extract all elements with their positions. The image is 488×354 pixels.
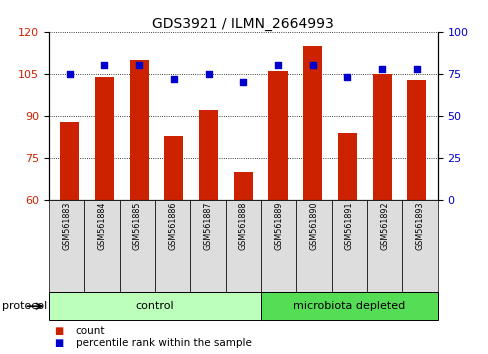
Text: GSM561888: GSM561888 — [238, 202, 247, 250]
Text: GSM561890: GSM561890 — [309, 202, 318, 250]
Text: GSM561883: GSM561883 — [62, 202, 71, 250]
Text: ■: ■ — [54, 338, 63, 348]
Bar — [233, 172, 252, 200]
Bar — [303, 46, 322, 200]
Bar — [337, 133, 356, 200]
Text: GSM561891: GSM561891 — [344, 202, 353, 250]
Point — [204, 71, 212, 77]
Bar — [268, 71, 287, 200]
Point — [66, 71, 74, 77]
Text: GSM561886: GSM561886 — [168, 202, 177, 250]
Point — [101, 63, 108, 68]
Point — [273, 63, 281, 68]
Point — [412, 66, 420, 72]
Text: microbiota depleted: microbiota depleted — [293, 301, 405, 311]
Bar — [95, 77, 114, 200]
Text: control: control — [135, 301, 174, 311]
Point — [308, 63, 316, 68]
Point — [343, 74, 350, 80]
Bar — [129, 60, 148, 200]
Text: ■: ■ — [54, 326, 63, 336]
Text: GSM561885: GSM561885 — [132, 202, 142, 250]
Bar — [199, 110, 218, 200]
Point — [135, 63, 143, 68]
Point — [377, 66, 385, 72]
Title: GDS3921 / ILMN_2664993: GDS3921 / ILMN_2664993 — [152, 17, 333, 31]
Text: GSM561887: GSM561887 — [203, 202, 212, 250]
Bar — [372, 74, 391, 200]
Text: GSM561889: GSM561889 — [274, 202, 283, 250]
Text: count: count — [76, 326, 105, 336]
Bar — [164, 136, 183, 200]
Text: percentile rank within the sample: percentile rank within the sample — [76, 338, 251, 348]
Bar — [407, 80, 426, 200]
Text: GSM561893: GSM561893 — [415, 202, 424, 250]
Text: GSM561884: GSM561884 — [97, 202, 106, 250]
Text: GSM561892: GSM561892 — [379, 202, 388, 250]
Point — [170, 76, 178, 82]
Text: protocol: protocol — [2, 301, 48, 311]
Bar — [60, 121, 79, 200]
Point — [239, 80, 247, 85]
